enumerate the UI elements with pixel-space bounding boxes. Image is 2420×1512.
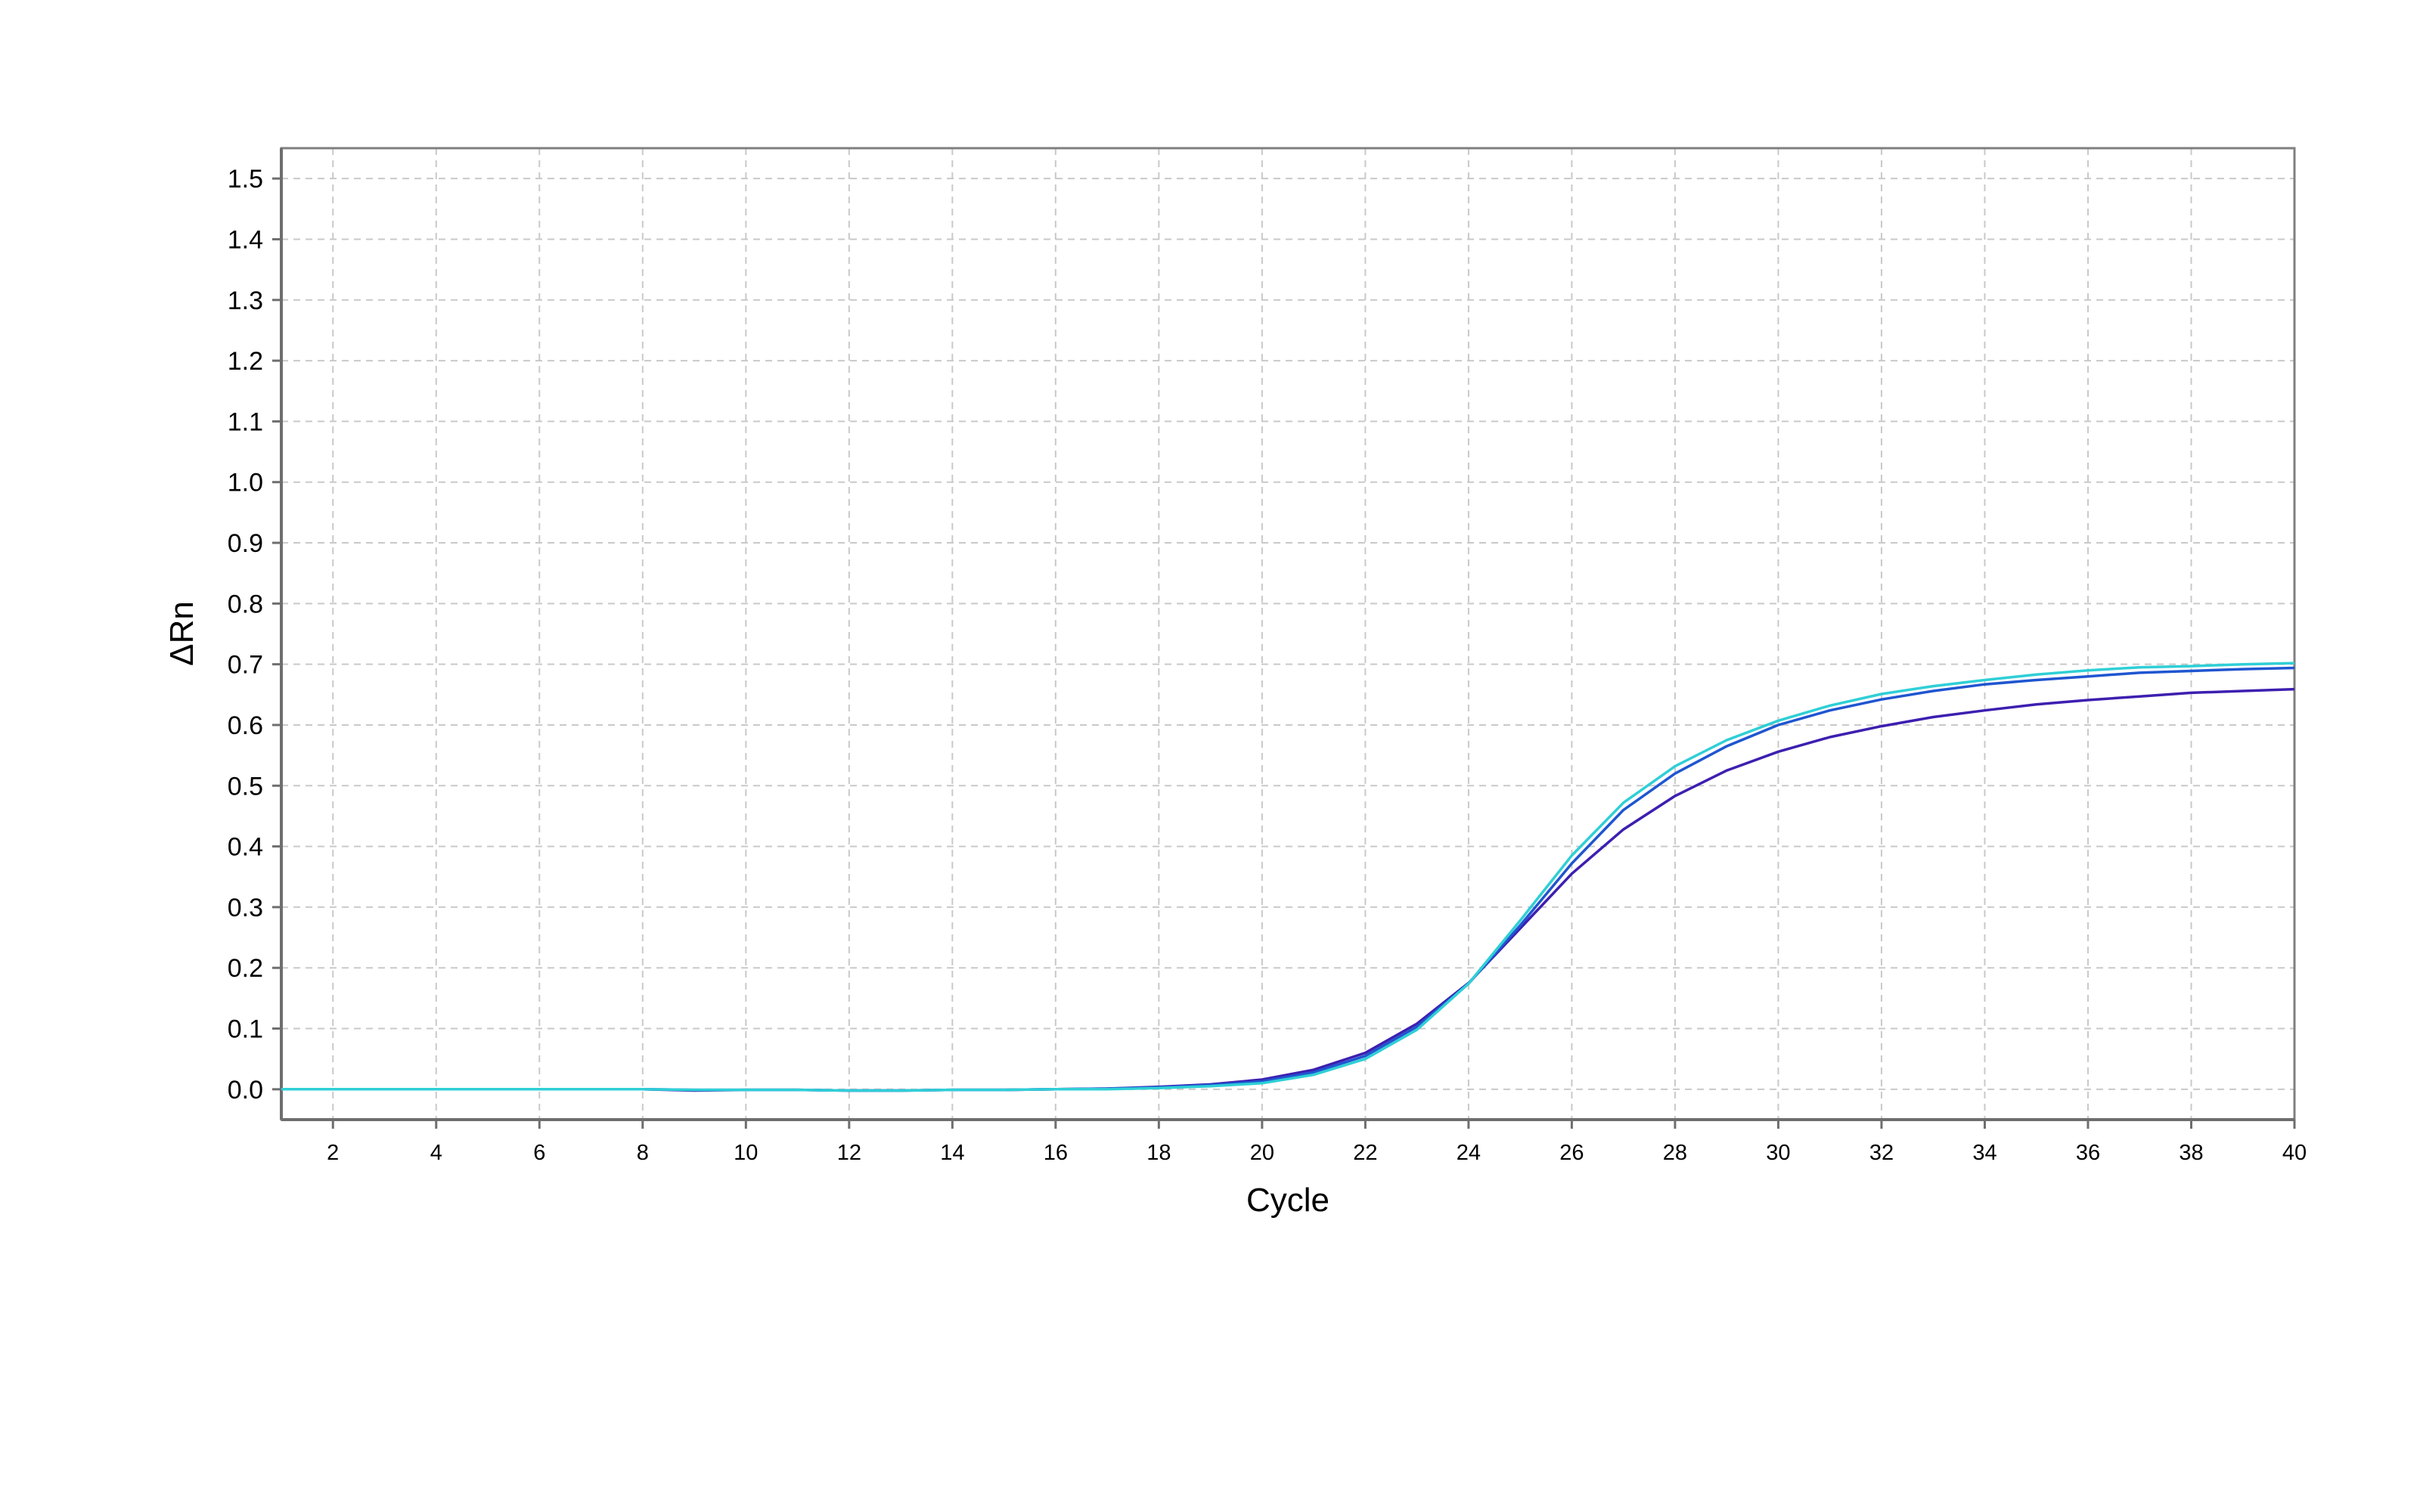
y-tick-label: 0.0 (228, 1076, 263, 1105)
x-tick-label: 26 (1559, 1141, 1584, 1165)
y-axis-title: ΔRn (163, 601, 200, 666)
series-line-2 (281, 666, 2295, 1092)
y-tick-label: 1.2 (228, 347, 263, 376)
series-line-1 (281, 687, 2295, 1092)
y-tick-label: 1.4 (228, 225, 263, 254)
y-tick-label: 1.3 (228, 287, 263, 315)
y-tick-label: 0.2 (228, 954, 263, 983)
x-tick-label: 30 (1766, 1141, 1790, 1165)
y-tick-label: 0.1 (228, 1015, 263, 1044)
x-tick-label: 6 (533, 1141, 545, 1165)
x-tick-label: 2 (327, 1141, 339, 1165)
series-line-3 (281, 662, 2295, 1092)
y-tick-label: 0.6 (228, 711, 263, 740)
x-axis-title: Cycle (1246, 1182, 1329, 1219)
x-tick-label: 4 (430, 1141, 442, 1165)
x-tick-label: 14 (940, 1141, 964, 1165)
x-tick-label: 32 (1869, 1141, 1894, 1165)
x-tick-label: 10 (734, 1141, 758, 1165)
x-tick-label: 36 (2076, 1141, 2100, 1165)
y-tick-label: 0.9 (228, 529, 263, 558)
y-tick-label: 1.1 (228, 407, 263, 436)
x-tick-label: 20 (1250, 1141, 1274, 1165)
y-tick-label: 0.5 (228, 772, 263, 801)
x-tick-label: 18 (1146, 1141, 1171, 1165)
y-tick-label: 1.5 (228, 165, 263, 194)
y-tick-label: 0.4 (228, 833, 263, 862)
x-tick-label: 40 (2282, 1141, 2307, 1165)
x-tick-label: 38 (2179, 1141, 2203, 1165)
plot-frame (280, 147, 2296, 1121)
x-tick-label: 8 (637, 1141, 649, 1165)
x-tick-label: 24 (1457, 1141, 1481, 1165)
y-tick-label: 0.8 (228, 590, 263, 618)
y-axis-ticks: 0.0 0.1 0.2 0.3 0.4 0.5 0.6 0.7 0.8 0.9 1.0 1.1 1.2 1… (228, 165, 281, 1105)
x-tick-label: 34 (1972, 1141, 1996, 1165)
x-axis-ticks: 2 4 6 8 10 12 14 16 18 20 22 24 26 28 30 32 34 36 38 40 (327, 1120, 2307, 1165)
y-tick-label: 0.7 (228, 651, 263, 680)
grid-lines (281, 148, 2294, 1120)
x-tick-label: 28 (1663, 1141, 1687, 1165)
x-tick-label: 12 (837, 1141, 861, 1165)
y-tick-label: 0.3 (228, 894, 263, 922)
y-tick-label: 1.0 (228, 469, 263, 497)
x-tick-label: 22 (1353, 1141, 1377, 1165)
series-lines (281, 662, 2295, 1092)
x-tick-label: 16 (1044, 1141, 1068, 1165)
